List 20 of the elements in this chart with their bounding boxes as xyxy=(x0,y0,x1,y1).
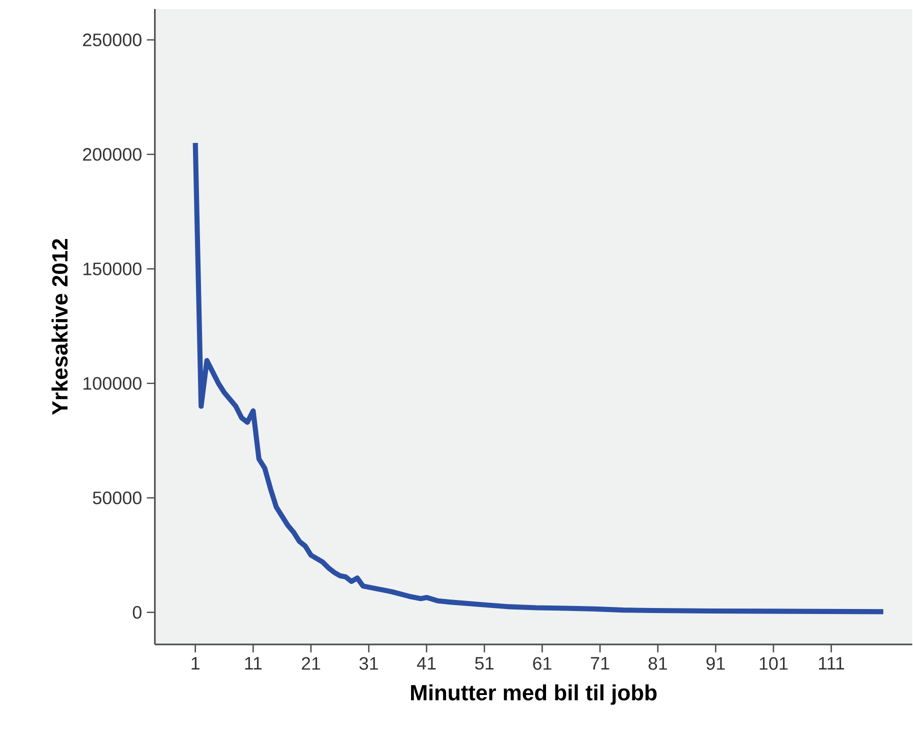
x-tick-label: 71 xyxy=(590,656,610,670)
x-tick-label: 31 xyxy=(359,656,378,670)
y-tick-label: 0 xyxy=(132,606,142,619)
y-axis-title: Yrkesaktive 2012 xyxy=(52,238,68,415)
y-tick-label: 50000 xyxy=(92,491,142,504)
x-tick-label: 91 xyxy=(706,656,725,670)
y-tick-label: 150000 xyxy=(84,262,142,276)
x-tick-label: 81 xyxy=(648,656,667,670)
x-tick-label: 101 xyxy=(760,656,788,670)
x-tick-label: 21 xyxy=(302,656,320,670)
y-tick-label: 250000 xyxy=(83,33,142,46)
x-tick-label: 11 xyxy=(245,656,262,670)
x-tick-label: 1 xyxy=(192,656,200,670)
x-tick-label: 61 xyxy=(533,656,552,670)
x-tick-label: 51 xyxy=(475,656,494,670)
x-tick-label: 41 xyxy=(417,656,436,670)
y-tick-label: 100000 xyxy=(84,376,142,390)
y-tick-label: 200000 xyxy=(83,148,142,161)
x-tick-label: 111 xyxy=(818,656,844,670)
x-axis-title: Minutter med bil til jobb xyxy=(411,684,657,705)
